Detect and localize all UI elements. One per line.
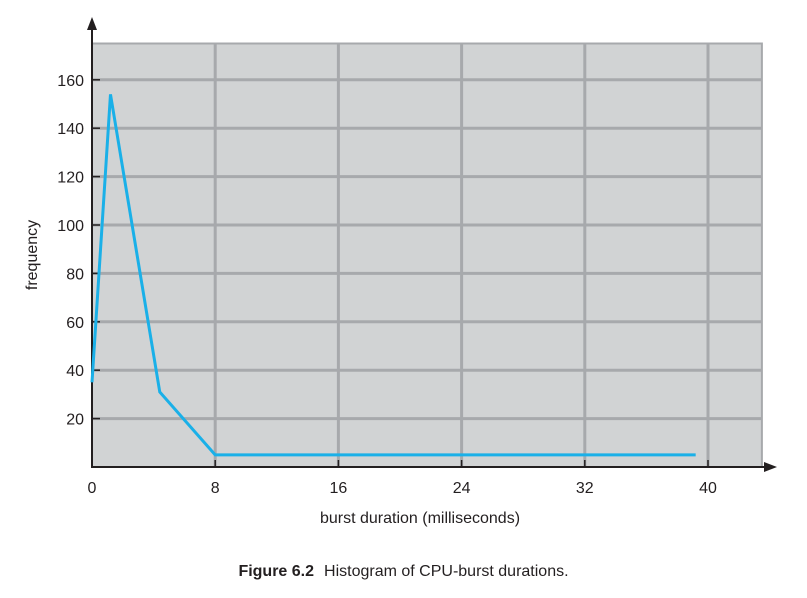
x-axis-label: burst duration (milliseconds) — [320, 510, 520, 527]
svg-text:40: 40 — [699, 480, 717, 497]
svg-text:24: 24 — [453, 480, 471, 497]
histogram-chart: 0 8 16 24 32 40 20 40 60 80 100 120 140 160 burst du… — [24, 17, 777, 527]
y-axis-ticks: 20 40 60 80 100 120 140 160 — [57, 73, 100, 429]
svg-text:100: 100 — [57, 218, 84, 235]
svg-text:140: 140 — [57, 121, 84, 138]
x-axis-ticks: 0 8 16 24 32 40 — [88, 460, 717, 497]
svg-text:40: 40 — [66, 363, 84, 380]
svg-text:32: 32 — [576, 480, 594, 497]
svg-text:60: 60 — [66, 315, 84, 332]
figure-caption-label: Figure 6.2 — [238, 563, 315, 580]
svg-text:20: 20 — [66, 412, 84, 429]
data-series — [90, 94, 696, 457]
figure-caption: Figure 6.2 Histogram of CPU-burst duratio… — [0, 563, 807, 581]
y-axis-label: frequency — [24, 220, 41, 290]
grid-lines — [92, 43, 762, 467]
axes — [87, 17, 777, 472]
figure-caption-text: Histogram of CPU-burst durations. — [324, 563, 569, 580]
svg-text:8: 8 — [211, 480, 220, 497]
svg-text:16: 16 — [330, 480, 348, 497]
svg-text:0: 0 — [88, 480, 97, 497]
plot-area — [91, 42, 763, 468]
svg-text:120: 120 — [57, 170, 84, 187]
svg-text:160: 160 — [57, 73, 84, 90]
svg-text:80: 80 — [66, 266, 84, 283]
